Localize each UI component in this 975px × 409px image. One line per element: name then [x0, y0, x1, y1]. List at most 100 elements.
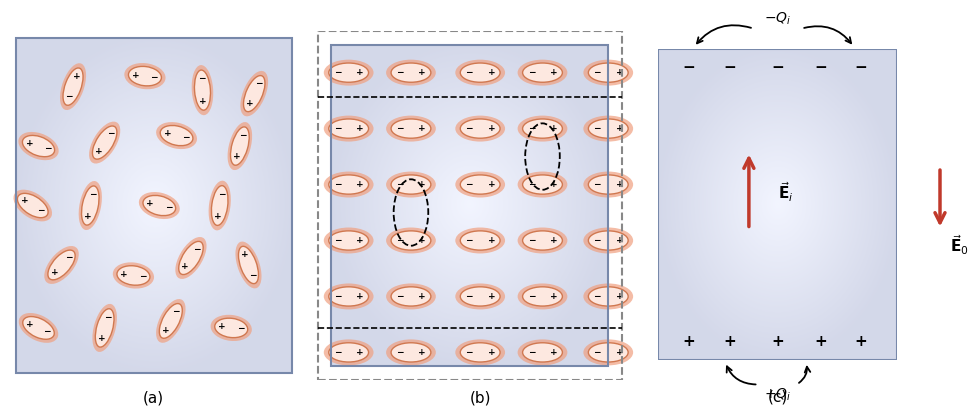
Ellipse shape — [244, 76, 265, 112]
Ellipse shape — [523, 287, 563, 306]
Text: −: − — [396, 124, 404, 133]
Text: +: + — [771, 334, 784, 349]
Ellipse shape — [324, 60, 373, 85]
Ellipse shape — [583, 339, 633, 365]
Text: +: + — [615, 236, 623, 245]
Text: −: − — [198, 74, 206, 83]
Ellipse shape — [460, 343, 500, 362]
Text: +: + — [241, 250, 249, 259]
Text: −: − — [44, 144, 52, 153]
Text: +: + — [488, 236, 495, 245]
Text: +: + — [20, 196, 28, 205]
Ellipse shape — [227, 122, 253, 170]
Ellipse shape — [391, 231, 431, 250]
Text: −: − — [723, 60, 736, 75]
Text: −: − — [138, 272, 146, 281]
Ellipse shape — [22, 135, 55, 157]
Ellipse shape — [22, 317, 55, 339]
Text: +: + — [120, 270, 128, 279]
Ellipse shape — [386, 283, 436, 310]
Text: −: − — [465, 180, 473, 189]
Ellipse shape — [588, 63, 628, 82]
Ellipse shape — [455, 339, 505, 365]
Ellipse shape — [18, 193, 48, 218]
Text: +: + — [356, 68, 364, 77]
Text: +: + — [615, 124, 623, 133]
Ellipse shape — [239, 246, 258, 284]
Text: −: − — [594, 348, 601, 357]
Ellipse shape — [583, 171, 633, 198]
Text: −: − — [527, 180, 535, 189]
Text: +: + — [132, 71, 139, 80]
Text: −: − — [594, 292, 601, 301]
Ellipse shape — [117, 266, 150, 285]
Text: −: − — [527, 124, 535, 133]
Text: +: + — [615, 68, 623, 77]
Ellipse shape — [588, 119, 628, 138]
Text: −: − — [682, 60, 695, 75]
Text: −: − — [771, 60, 784, 75]
Text: +: + — [550, 292, 558, 301]
Ellipse shape — [93, 126, 117, 159]
Text: +: + — [356, 292, 364, 301]
Ellipse shape — [89, 121, 120, 164]
Ellipse shape — [329, 119, 369, 138]
Text: −: − — [333, 124, 341, 133]
Text: +: + — [550, 236, 558, 245]
Ellipse shape — [583, 116, 633, 142]
Ellipse shape — [329, 231, 369, 250]
Ellipse shape — [460, 63, 500, 82]
Text: +: + — [164, 129, 172, 138]
Text: −: − — [193, 245, 201, 254]
Ellipse shape — [19, 313, 58, 343]
Text: +: + — [550, 348, 558, 357]
Ellipse shape — [324, 339, 373, 365]
Text: −: − — [89, 190, 97, 199]
Text: −: − — [65, 92, 73, 101]
Ellipse shape — [194, 70, 211, 110]
Text: +: + — [181, 262, 189, 271]
Text: −: − — [249, 271, 256, 280]
Ellipse shape — [79, 181, 102, 230]
Ellipse shape — [518, 283, 567, 310]
Text: +: + — [214, 212, 222, 221]
Ellipse shape — [329, 343, 369, 362]
Ellipse shape — [324, 283, 373, 310]
Text: −: − — [333, 348, 341, 357]
Text: +: + — [84, 212, 92, 221]
Text: −: − — [237, 324, 244, 333]
Text: −: − — [465, 236, 473, 245]
Text: −: − — [855, 60, 868, 75]
Text: +: + — [488, 68, 495, 77]
Text: +: + — [615, 292, 623, 301]
Ellipse shape — [329, 175, 369, 194]
Ellipse shape — [523, 119, 563, 138]
Ellipse shape — [391, 343, 431, 362]
Ellipse shape — [460, 175, 500, 194]
Ellipse shape — [455, 171, 505, 198]
Ellipse shape — [125, 63, 166, 89]
Text: −: − — [594, 236, 601, 245]
Text: −: − — [217, 190, 225, 199]
Ellipse shape — [523, 63, 563, 82]
Text: +: + — [246, 99, 254, 108]
Text: +: + — [356, 124, 364, 133]
Ellipse shape — [82, 186, 99, 225]
Text: −: − — [396, 68, 404, 77]
Text: +: + — [218, 322, 226, 331]
Ellipse shape — [583, 60, 633, 85]
Ellipse shape — [588, 343, 628, 362]
Text: −: − — [165, 203, 173, 212]
Text: +: + — [682, 334, 695, 349]
Text: +: + — [356, 348, 364, 357]
Text: −: − — [527, 292, 535, 301]
Text: −: − — [465, 124, 473, 133]
Text: −: − — [465, 348, 473, 357]
Text: +: + — [233, 152, 241, 161]
Ellipse shape — [518, 227, 567, 254]
Ellipse shape — [391, 175, 431, 194]
Text: −: − — [107, 130, 114, 139]
Text: −: − — [333, 180, 341, 189]
Ellipse shape — [63, 68, 83, 105]
Ellipse shape — [460, 231, 500, 250]
